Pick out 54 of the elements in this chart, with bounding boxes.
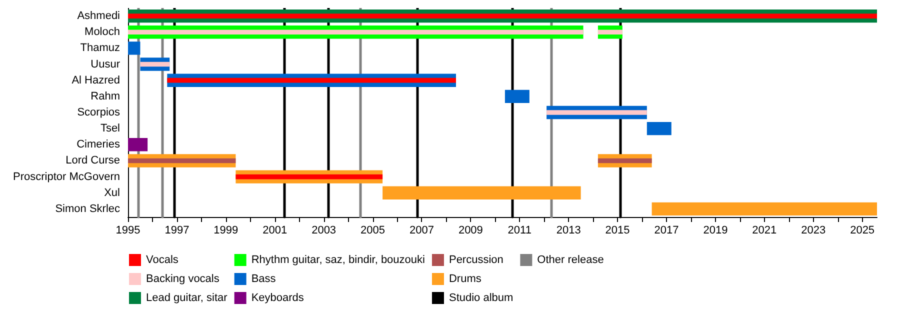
legend-label: Other release bbox=[537, 254, 604, 266]
bar bbox=[504, 90, 530, 104]
bar bbox=[652, 202, 877, 216]
x-tick-label: 2019 bbox=[703, 224, 728, 236]
y-tick-label: Uusur bbox=[90, 58, 120, 70]
bar bbox=[382, 186, 581, 200]
legend-label: Rhythm guitar, saz, bindir, bouzouki bbox=[251, 254, 425, 266]
bar bbox=[128, 138, 148, 152]
legend-label: Bass bbox=[251, 273, 276, 285]
x-tick-label: 2017 bbox=[654, 224, 679, 236]
y-tick-label: Tsel bbox=[100, 122, 120, 135]
y-tick-label: Ashmedi bbox=[77, 10, 120, 22]
y-tick-label: Cimeries bbox=[76, 138, 120, 151]
x-tick-label: 2025 bbox=[850, 224, 875, 236]
x-tick-label: 2011 bbox=[508, 224, 532, 236]
x-tick-label: 2015 bbox=[605, 224, 630, 236]
y-tick-label: Lord Curse bbox=[66, 154, 120, 167]
x-tick-label: 1999 bbox=[214, 224, 238, 236]
legend-label: Drums bbox=[448, 273, 482, 285]
x-tick-label: 2001 bbox=[262, 224, 288, 236]
y-tick-label: Thamuz bbox=[80, 42, 120, 54]
bar bbox=[167, 78, 456, 83]
y-tick-label: Proscriptor McGovern bbox=[13, 170, 120, 183]
bar bbox=[140, 62, 170, 67]
y-tick-label: Al Hazred bbox=[72, 74, 120, 86]
y-tick-label: Xul bbox=[104, 186, 120, 199]
bar bbox=[128, 14, 877, 18]
legend-label: Percussion bbox=[448, 254, 504, 266]
x-tick-label: 2003 bbox=[312, 224, 336, 236]
x-tick-label: 1995 bbox=[116, 224, 140, 236]
y-tick-label: Moloch bbox=[84, 26, 120, 38]
bar bbox=[128, 30, 584, 35]
legend-label: Keyboards bbox=[251, 292, 304, 304]
x-tick-label: 2023 bbox=[801, 224, 826, 236]
y-tick-label: Scorpios bbox=[77, 106, 120, 118]
bar bbox=[128, 158, 236, 164]
x-tick-label: 2013 bbox=[556, 224, 581, 236]
legend-label: Studio album bbox=[448, 292, 514, 304]
bar bbox=[236, 174, 383, 180]
x-tick-label: 1997 bbox=[164, 224, 190, 236]
bar bbox=[128, 42, 140, 55]
x-tick-label: 2007 bbox=[409, 224, 434, 236]
x-tick-label: 2009 bbox=[458, 224, 483, 236]
legend-label: Backing vocals bbox=[146, 273, 220, 285]
bar bbox=[598, 158, 652, 164]
legend-label: Lead guitar, sitar bbox=[146, 292, 228, 304]
x-tick-label: 2021 bbox=[752, 224, 777, 236]
bar bbox=[598, 30, 622, 35]
bar bbox=[646, 122, 672, 136]
y-tick-label: Rahm bbox=[90, 90, 120, 102]
legend-label: Vocals bbox=[146, 254, 179, 266]
y-tick-label: Simon Skrlec bbox=[55, 202, 120, 215]
bar bbox=[546, 110, 647, 115]
x-tick-label: 2005 bbox=[360, 224, 386, 236]
